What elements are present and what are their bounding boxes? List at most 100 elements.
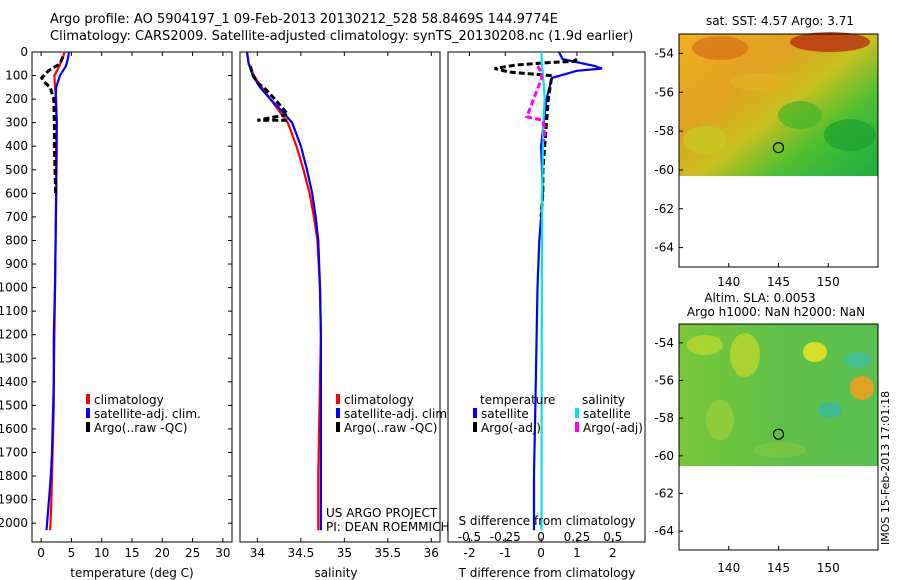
s-difference-tick-label: -0.25 [490, 530, 521, 544]
lat-tick-label: -58 [654, 124, 674, 138]
legend-t-satellite-swatch [473, 408, 477, 418]
sla-map-subtitle: Argo h1000: NaN h2000: NaN [687, 305, 865, 319]
t-difference-tick-label: -1 [499, 546, 511, 560]
salinity-tick-label: 35 [337, 546, 352, 560]
temperature-xlabel: temperature (deg C) [70, 566, 193, 580]
depth-tick-label: 800 [5, 233, 28, 247]
salinity-tick-label: 34.5 [288, 546, 315, 560]
t-difference-tick-label: -2 [464, 546, 476, 560]
legend-temperature-title: temperature [480, 393, 555, 407]
depth-tick-label: 1700 [0, 445, 28, 459]
temperature-tick-label: 15 [124, 546, 139, 560]
legend-climatology-swatch [86, 394, 90, 404]
legend-s-satellite-swatch [575, 408, 579, 418]
legend-argo-label: Argo(..raw -QC) [344, 421, 437, 435]
figure-title-line1: Argo profile: AO 5904197_1 09-Feb-2013 2… [50, 12, 558, 27]
temperature-tick-label: 30 [215, 546, 230, 560]
legend-satellite-label: satellite-adj. clim. [344, 407, 451, 421]
t-difference-xlabel: T difference from climatology [458, 566, 636, 580]
series-line-argo-raw-qc [248, 65, 291, 122]
depth-tick-label: 0 [20, 45, 28, 59]
temperature-tick-label: 5 [68, 546, 76, 560]
temperature-tick-label: 0 [37, 546, 45, 560]
sla-map-panel: Altim. SLA: 0.0053 Argo h1000: NaN h2000… [654, 291, 892, 575]
lat-tick-label: -62 [654, 487, 674, 501]
depth-tick-label: 400 [5, 139, 28, 153]
series-line-salinity-satellite [540, 51, 546, 531]
salinity-tick-label: 35.5 [374, 546, 401, 560]
sst-map-panel: sat. SST: 4.57 Argo: 3.71 140 145 150 -54 -5… [654, 14, 879, 289]
lat-tick-label: -60 [654, 449, 674, 463]
t-difference-tick-label: 0 [537, 546, 545, 560]
lat-tick-label: -62 [654, 202, 674, 216]
lat-tick-label: -64 [654, 241, 674, 255]
depth-tick-label: 500 [5, 163, 28, 177]
depth-tick-label: 300 [5, 116, 28, 130]
pi-annotation: PI: DEAN ROEMMICH [326, 520, 449, 534]
s-difference-tick-label: 0 [537, 530, 545, 544]
series-line-argo-raw-qc [39, 56, 65, 194]
legend-argo-label: Argo(..raw -QC) [94, 421, 187, 435]
legend-salinity-title: salinity [582, 393, 625, 407]
lat-tick-label: -54 [654, 46, 674, 60]
lon-tick-label: 145 [767, 275, 790, 289]
legend-t-argo-swatch [473, 422, 477, 432]
project-annotation: US ARGO PROJECT [326, 506, 438, 520]
temperature-tick-label: 20 [155, 546, 170, 560]
legend-satellite-swatch [86, 408, 90, 418]
lon-tick-label: 140 [717, 561, 740, 575]
salinity-axes-frame [239, 51, 441, 543]
lat-tick-label: -56 [654, 374, 674, 388]
sla-heatmap-features [687, 333, 874, 458]
legend-argo-swatch [336, 422, 340, 432]
lat-tick-label: -64 [654, 524, 674, 538]
lon-tick-label: 145 [767, 561, 790, 575]
temperature-axes-frame [31, 51, 233, 543]
legend-climatology-label: climatology [94, 393, 164, 407]
depth-tick-label: 600 [5, 186, 28, 200]
temperature-tick-label: 10 [94, 546, 109, 560]
temperature-panel: 0100200300400500600700800900100011001200… [0, 45, 233, 580]
sst-map-title: sat. SST: 4.57 Argo: 3.71 [706, 14, 854, 28]
depth-tick-label: 1900 [0, 493, 28, 507]
s-difference-tick-label: 0.5 [603, 530, 622, 544]
s-difference-tick-label: 0.25 [564, 530, 591, 544]
legend-argo-swatch [86, 422, 90, 432]
argo-position-marker [772, 428, 785, 440]
legend-s-satellite-label: satellite [583, 407, 631, 421]
depth-tick-label: 1200 [0, 328, 28, 342]
lat-tick-label: -54 [654, 336, 674, 350]
difference-legend: temperature salinity satellite Argo(-adj… [473, 393, 643, 435]
depth-tick-label: 1100 [0, 304, 28, 318]
depth-tick-label: 1000 [0, 281, 28, 295]
lat-tick-label: -58 [654, 411, 674, 425]
salinity-legend: climatology satellite-adj. clim. Argo(..… [336, 393, 451, 435]
lat-tick-label: -60 [654, 163, 674, 177]
lon-tick-label: 140 [717, 275, 740, 289]
legend-climatology-label: climatology [344, 393, 414, 407]
depth-tick-label: 1600 [0, 422, 28, 436]
depth-tick-label: 900 [5, 257, 28, 271]
legend-s-argo-swatch [575, 422, 579, 432]
s-difference-tick-label: -0.5 [458, 530, 481, 544]
sla-map-title: Altim. SLA: 0.0053 [704, 291, 815, 305]
difference-panel: -2 -1 0 1 2 -0.5 -0.25 0 0.25 0.5 T difference f… [447, 51, 646, 580]
depth-tick-label: 200 [5, 92, 28, 106]
temperature-legend: climatology satellite-adj. clim. Argo(..… [86, 393, 201, 435]
argo-position-marker [772, 141, 785, 154]
salinity-panel: 34 34.5 35 35.5 36 salinity climatology sate… [239, 51, 451, 580]
depth-tick-label: 1300 [0, 351, 28, 365]
t-difference-tick-label: 1 [573, 546, 581, 560]
imos-timestamp: IMOS 15-Feb-2013 17:01:18 [879, 391, 892, 545]
lon-tick-label: 150 [817, 561, 840, 575]
salinity-xlabel: salinity [314, 566, 357, 580]
legend-t-argo-label: Argo(-adj) [481, 421, 541, 435]
sst-heatmap-features [683, 32, 876, 154]
s-difference-xlabel: S difference from climatology [459, 514, 636, 528]
salinity-tick-label: 36 [424, 546, 439, 560]
series-line-satellite-adj-clim [45, 51, 71, 531]
depth-tick-label: 700 [5, 210, 28, 224]
series-line-salinity-argo-adj [524, 65, 547, 142]
legend-climatology-swatch [336, 394, 340, 404]
lat-tick-label: -56 [654, 85, 674, 99]
